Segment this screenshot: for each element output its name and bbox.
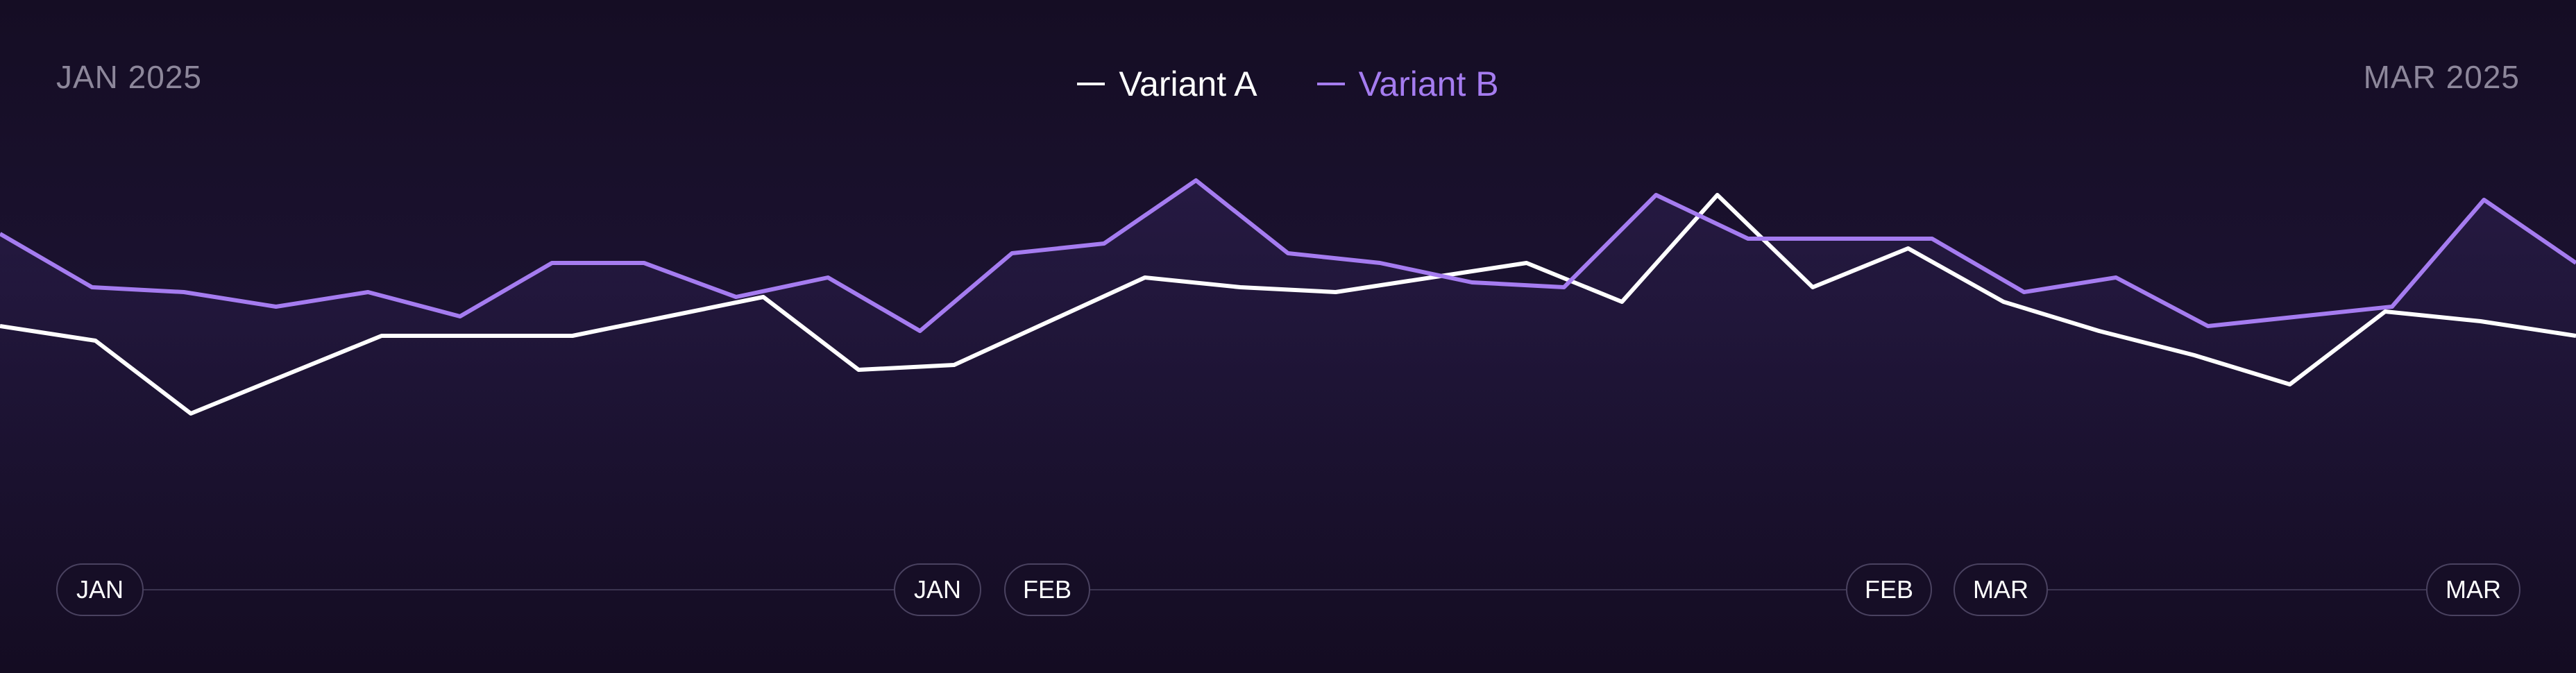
variant-a-line[interactable] [0,193,2576,416]
timeline-pill-jan-start[interactable]: JAN [56,563,144,616]
legend-swatch-variant-b [1316,83,1345,85]
variant-b-area [0,180,2576,673]
legend-label-variant-a: Variant A [1119,65,1257,103]
timeline-track-feb [1088,589,1847,590]
legend-swatch-variant-a [1077,83,1105,85]
legend-item-variant-b[interactable]: Variant B [1316,64,1499,104]
timeline-track-jan [143,589,894,590]
timeline-track-mar [2046,589,2429,590]
timeline-pill-mar-start[interactable]: MAR [1954,563,2048,616]
range-end-label: MAR 2025 [2363,59,2520,95]
timeline-pill-jan-end[interactable]: JAN [894,563,981,616]
range-start-label: JAN 2025 [56,59,203,95]
timeline-pill-mar-end[interactable]: MAR [2426,563,2520,616]
timeline-pill-feb-end[interactable]: FEB [1846,563,1932,616]
variant-b-line[interactable] [0,178,2576,333]
legend: Variant A Variant B [0,64,2576,104]
timeline-pill-feb-start[interactable]: FEB [1004,563,1090,616]
legend-label-variant-b: Variant B [1358,65,1499,103]
legend-item-variant-a[interactable]: Variant A [1077,64,1257,104]
